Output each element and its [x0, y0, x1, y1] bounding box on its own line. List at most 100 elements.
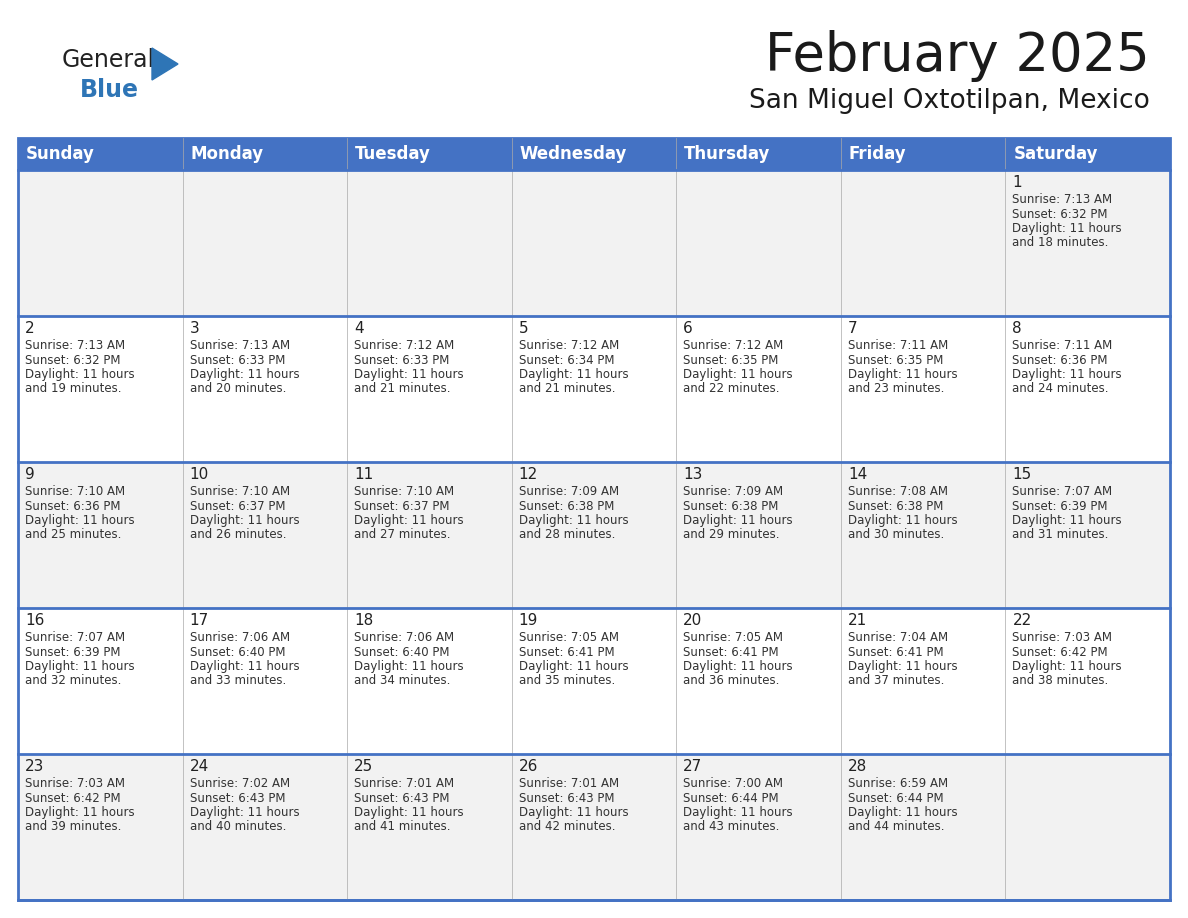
Text: and 38 minutes.: and 38 minutes. — [1012, 675, 1108, 688]
Text: and 40 minutes.: and 40 minutes. — [190, 821, 286, 834]
Text: Sunrise: 7:11 AM: Sunrise: 7:11 AM — [848, 339, 948, 352]
Text: Sunrise: 7:04 AM: Sunrise: 7:04 AM — [848, 631, 948, 644]
Text: Sunset: 6:42 PM: Sunset: 6:42 PM — [25, 791, 121, 804]
Text: 5: 5 — [519, 321, 529, 336]
Text: 19: 19 — [519, 613, 538, 628]
Text: Daylight: 11 hours: Daylight: 11 hours — [354, 660, 463, 673]
Bar — [1005, 138, 1170, 170]
Text: and 22 minutes.: and 22 minutes. — [683, 383, 779, 396]
Text: Sunset: 6:43 PM: Sunset: 6:43 PM — [354, 791, 449, 804]
Text: Sunset: 6:41 PM: Sunset: 6:41 PM — [683, 645, 779, 658]
Text: 12: 12 — [519, 467, 538, 482]
Text: Daylight: 11 hours: Daylight: 11 hours — [848, 514, 958, 527]
Text: Saturday: Saturday — [1013, 145, 1098, 163]
Text: Sunrise: 7:10 AM: Sunrise: 7:10 AM — [190, 485, 290, 498]
Text: Sunset: 6:44 PM: Sunset: 6:44 PM — [848, 791, 943, 804]
Text: Daylight: 11 hours: Daylight: 11 hours — [683, 368, 792, 381]
Text: 17: 17 — [190, 613, 209, 628]
Text: 14: 14 — [848, 467, 867, 482]
Text: San Miguel Oxtotilpan, Mexico: San Miguel Oxtotilpan, Mexico — [750, 88, 1150, 114]
Text: 18: 18 — [354, 613, 373, 628]
Text: 7: 7 — [848, 321, 858, 336]
Text: Daylight: 11 hours: Daylight: 11 hours — [25, 660, 134, 673]
Text: Daylight: 11 hours: Daylight: 11 hours — [519, 368, 628, 381]
Text: 11: 11 — [354, 467, 373, 482]
Text: Sunrise: 7:10 AM: Sunrise: 7:10 AM — [25, 485, 125, 498]
Text: Sunset: 6:34 PM: Sunset: 6:34 PM — [519, 353, 614, 366]
Text: and 23 minutes.: and 23 minutes. — [848, 383, 944, 396]
Text: Daylight: 11 hours: Daylight: 11 hours — [190, 660, 299, 673]
Text: Daylight: 11 hours: Daylight: 11 hours — [354, 368, 463, 381]
Text: Sunrise: 7:11 AM: Sunrise: 7:11 AM — [1012, 339, 1113, 352]
Text: and 37 minutes.: and 37 minutes. — [848, 675, 944, 688]
Text: Sunset: 6:35 PM: Sunset: 6:35 PM — [848, 353, 943, 366]
Bar — [18, 462, 1170, 608]
Text: Sunrise: 7:06 AM: Sunrise: 7:06 AM — [354, 631, 454, 644]
Bar — [18, 316, 1170, 462]
Bar — [676, 138, 841, 170]
Text: Sunrise: 7:12 AM: Sunrise: 7:12 AM — [683, 339, 784, 352]
Text: Daylight: 11 hours: Daylight: 11 hours — [519, 660, 628, 673]
Text: 10: 10 — [190, 467, 209, 482]
Text: Sunrise: 7:03 AM: Sunrise: 7:03 AM — [1012, 631, 1112, 644]
Text: Sunrise: 6:59 AM: Sunrise: 6:59 AM — [848, 777, 948, 790]
Text: 6: 6 — [683, 321, 693, 336]
Text: and 30 minutes.: and 30 minutes. — [848, 529, 944, 542]
Text: Sunday: Sunday — [26, 145, 95, 163]
Text: Sunrise: 7:08 AM: Sunrise: 7:08 AM — [848, 485, 948, 498]
Text: Sunset: 6:33 PM: Sunset: 6:33 PM — [354, 353, 449, 366]
Text: and 44 minutes.: and 44 minutes. — [848, 821, 944, 834]
Text: and 24 minutes.: and 24 minutes. — [1012, 383, 1108, 396]
Text: Sunrise: 7:07 AM: Sunrise: 7:07 AM — [1012, 485, 1112, 498]
Text: 3: 3 — [190, 321, 200, 336]
Text: February 2025: February 2025 — [765, 30, 1150, 82]
Text: and 33 minutes.: and 33 minutes. — [190, 675, 286, 688]
Text: Sunset: 6:42 PM: Sunset: 6:42 PM — [1012, 645, 1108, 658]
Text: Daylight: 11 hours: Daylight: 11 hours — [25, 806, 134, 819]
Text: Sunrise: 7:13 AM: Sunrise: 7:13 AM — [25, 339, 125, 352]
Text: Sunset: 6:43 PM: Sunset: 6:43 PM — [519, 791, 614, 804]
Text: and 21 minutes.: and 21 minutes. — [354, 383, 450, 396]
Text: 26: 26 — [519, 759, 538, 774]
Text: Sunset: 6:35 PM: Sunset: 6:35 PM — [683, 353, 778, 366]
Text: 27: 27 — [683, 759, 702, 774]
Text: and 21 minutes.: and 21 minutes. — [519, 383, 615, 396]
Bar — [841, 138, 1005, 170]
Text: Sunset: 6:41 PM: Sunset: 6:41 PM — [848, 645, 943, 658]
Text: Blue: Blue — [80, 78, 139, 102]
Text: 1: 1 — [1012, 175, 1022, 190]
Text: Sunrise: 7:12 AM: Sunrise: 7:12 AM — [519, 339, 619, 352]
Text: Friday: Friday — [849, 145, 906, 163]
Text: and 39 minutes.: and 39 minutes. — [25, 821, 121, 834]
Text: and 36 minutes.: and 36 minutes. — [683, 675, 779, 688]
Text: Daylight: 11 hours: Daylight: 11 hours — [848, 660, 958, 673]
Text: Sunset: 6:37 PM: Sunset: 6:37 PM — [354, 499, 449, 512]
Text: Sunset: 6:43 PM: Sunset: 6:43 PM — [190, 791, 285, 804]
Text: 15: 15 — [1012, 467, 1031, 482]
Text: Daylight: 11 hours: Daylight: 11 hours — [683, 660, 792, 673]
Text: Daylight: 11 hours: Daylight: 11 hours — [354, 806, 463, 819]
Text: 2: 2 — [25, 321, 34, 336]
Text: Sunrise: 7:02 AM: Sunrise: 7:02 AM — [190, 777, 290, 790]
Text: Daylight: 11 hours: Daylight: 11 hours — [683, 806, 792, 819]
Bar — [183, 138, 347, 170]
Text: Sunset: 6:40 PM: Sunset: 6:40 PM — [354, 645, 449, 658]
Text: 25: 25 — [354, 759, 373, 774]
Text: Sunset: 6:36 PM: Sunset: 6:36 PM — [1012, 353, 1108, 366]
Text: Sunrise: 7:06 AM: Sunrise: 7:06 AM — [190, 631, 290, 644]
Text: 8: 8 — [1012, 321, 1022, 336]
Bar — [18, 170, 1170, 316]
Bar — [347, 138, 512, 170]
Text: Daylight: 11 hours: Daylight: 11 hours — [1012, 368, 1121, 381]
Text: Daylight: 11 hours: Daylight: 11 hours — [190, 806, 299, 819]
Text: and 35 minutes.: and 35 minutes. — [519, 675, 615, 688]
Bar — [512, 138, 676, 170]
Text: Daylight: 11 hours: Daylight: 11 hours — [190, 368, 299, 381]
Text: and 42 minutes.: and 42 minutes. — [519, 821, 615, 834]
Text: Sunrise: 7:13 AM: Sunrise: 7:13 AM — [190, 339, 290, 352]
Text: and 18 minutes.: and 18 minutes. — [1012, 237, 1108, 250]
Text: and 27 minutes.: and 27 minutes. — [354, 529, 450, 542]
Text: Sunset: 6:38 PM: Sunset: 6:38 PM — [683, 499, 778, 512]
Bar — [18, 608, 1170, 754]
Text: Daylight: 11 hours: Daylight: 11 hours — [354, 514, 463, 527]
